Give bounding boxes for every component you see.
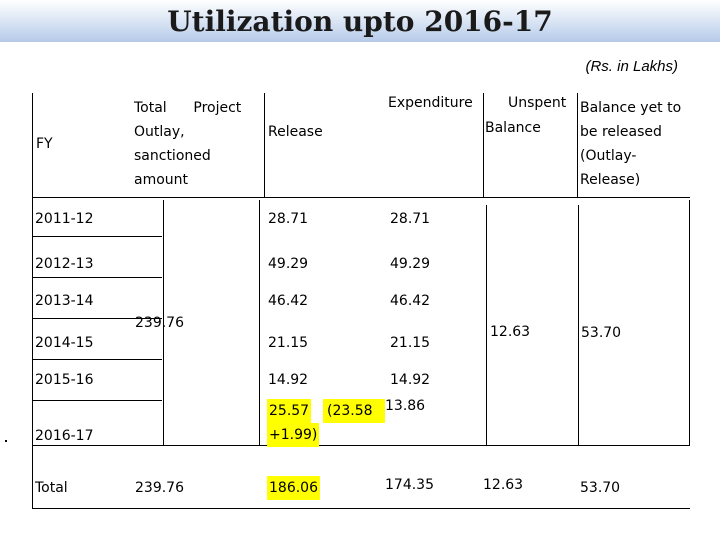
table-line xyxy=(32,236,162,237)
fy-label: 2013-14 xyxy=(35,293,94,309)
header-release: Release xyxy=(268,124,323,140)
fy-label: 2016-17 xyxy=(35,428,94,444)
header-balance-line1: Balance yet to xyxy=(580,100,682,116)
release-value: 21.15 xyxy=(268,335,309,351)
outlay-merged-value: 239.76 xyxy=(135,315,184,331)
table-line xyxy=(32,277,162,278)
header-unspent-line1: Unspent xyxy=(508,95,567,111)
header-fy: FY xyxy=(36,136,53,152)
table-line xyxy=(32,93,33,508)
table-line xyxy=(689,200,690,445)
fy-label: 2011-12 xyxy=(35,211,94,227)
table-line xyxy=(264,93,265,197)
release-value: 46.42 xyxy=(268,293,309,309)
unit-note: (Rs. in Lakhs) xyxy=(585,58,678,75)
total-release: 186.06 xyxy=(267,476,320,500)
release-breakdown-line2: +1.99) xyxy=(267,423,320,447)
fy-label: 2014-15 xyxy=(35,335,94,351)
expenditure-value: 49.29 xyxy=(390,256,431,272)
expenditure-value: 28.71 xyxy=(390,211,431,227)
total-expenditure: 174.35 xyxy=(385,477,434,493)
fy-label: 2012-13 xyxy=(35,256,94,272)
table-line xyxy=(32,400,162,401)
table-line xyxy=(32,359,162,360)
expenditure-value: 21.15 xyxy=(390,335,431,351)
table-line xyxy=(259,200,260,445)
header-outlay-line1: Total Project xyxy=(134,100,242,116)
release-breakdown-paren: (23.58 xyxy=(323,399,385,423)
table-line xyxy=(578,205,579,445)
table-line xyxy=(577,93,578,197)
header-balance-line3: (Outlay- xyxy=(580,148,637,164)
expenditure-value: 14.92 xyxy=(390,372,431,388)
header-balance-line2: be released xyxy=(580,124,662,140)
total-label: Total xyxy=(35,480,68,496)
table-line xyxy=(163,200,164,445)
header-outlay-line2: Outlay, xyxy=(134,124,185,140)
header-balance-line4: Release) xyxy=(580,172,641,188)
fy-label: 2015-16 xyxy=(35,372,94,388)
header-outlay-line3: sanctioned xyxy=(134,148,211,164)
expenditure-value: 46.42 xyxy=(390,293,431,309)
table-line xyxy=(32,508,690,509)
title-band xyxy=(0,0,720,42)
header-expenditure: Expenditure xyxy=(388,95,473,111)
balance-merged-value: 53.70 xyxy=(581,325,622,341)
header-outlay-line4: amount xyxy=(134,172,189,188)
table-line xyxy=(32,445,690,446)
release-value: 49.29 xyxy=(268,256,309,272)
table-line xyxy=(32,318,162,319)
header-unspent-line2: Balance xyxy=(485,120,541,136)
release-value: 14.92 xyxy=(268,372,309,388)
expenditure-value: 13.86 xyxy=(385,398,426,414)
page-title: Utilization upto 2016-17 xyxy=(167,5,553,38)
release-value: 28.71 xyxy=(268,211,309,227)
release-value-highlighted: 25.57 xyxy=(267,399,312,423)
stray-dot xyxy=(5,440,7,442)
unspent-merged-value: 12.63 xyxy=(490,324,531,340)
table-line xyxy=(483,93,484,197)
total-outlay: 239.76 xyxy=(135,480,184,496)
total-balance: 53.70 xyxy=(580,480,621,496)
table-line xyxy=(486,205,487,445)
total-unspent: 12.63 xyxy=(483,477,524,493)
table-line xyxy=(32,197,690,198)
